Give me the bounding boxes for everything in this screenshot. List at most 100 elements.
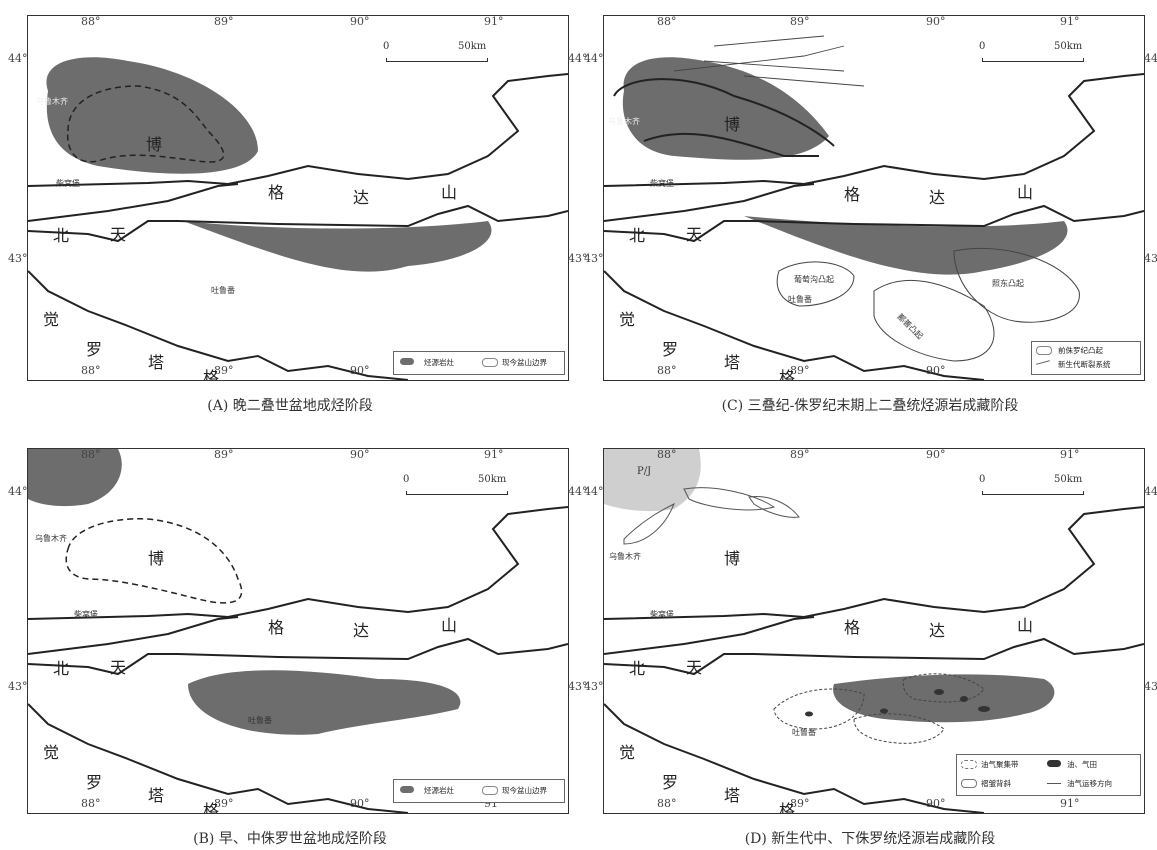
lon-89-a: 89° bbox=[214, 15, 234, 28]
range-shan-a: 山 bbox=[441, 179, 457, 203]
caption-c: (C) 三叠纪-侏罗纪末期上二叠统烃源岩成藏阶段 bbox=[590, 395, 1150, 415]
uplift-putaogou: 葡萄沟凸起 bbox=[794, 274, 834, 285]
lon-88-c-bottom: 88° bbox=[657, 364, 677, 377]
legend-d-label-anticline: 褶皱背斜 bbox=[981, 778, 1011, 789]
range-ge2-a: 格 bbox=[203, 364, 219, 381]
lon-90-b-bottom: 90° bbox=[350, 797, 370, 810]
town-urumqi-d: 乌鲁木齐 bbox=[609, 551, 641, 562]
lat-44-left-b: 44° bbox=[8, 485, 28, 498]
legend-d-swatch-zone bbox=[961, 760, 977, 769]
range-shan-b: 山 bbox=[441, 612, 457, 636]
scale-bar-a bbox=[386, 58, 488, 62]
range-ta-c: 塔 bbox=[724, 349, 740, 373]
source-kitchen-c-north bbox=[623, 57, 829, 160]
town-chaiwopu-a: 柴窝堡 bbox=[56, 178, 80, 189]
scale-0-b: 0 bbox=[403, 474, 409, 485]
lon-89-b: 89° bbox=[214, 448, 234, 461]
legend-a-label-boundary: 现今盆山边界 bbox=[502, 357, 547, 368]
range-ge-a: 格 bbox=[268, 179, 284, 203]
lat-43-left-top: 43° bbox=[8, 252, 28, 265]
map-a-drawing bbox=[28, 16, 568, 380]
scale-50-b: 50km bbox=[478, 474, 506, 485]
range-jue-d: 觉 bbox=[619, 739, 635, 763]
scale-50-c: 50km bbox=[1054, 41, 1082, 52]
lon-90-b: 90° bbox=[350, 448, 370, 461]
range-da-b: 达 bbox=[353, 617, 369, 641]
range-ge2-d: 格 bbox=[779, 797, 795, 814]
lon-88-b-bottom: 88° bbox=[81, 797, 101, 810]
legend-b: 烃源岩灶 现今盆山边界 bbox=[393, 779, 565, 803]
town-turpan-d: 吐鲁番 bbox=[792, 727, 816, 738]
scale-bar-c bbox=[982, 58, 1084, 62]
range-bo-b: 博 bbox=[148, 545, 164, 569]
legend-c-swatch-fault bbox=[1036, 360, 1050, 365]
range-bei-d: 北 bbox=[629, 655, 645, 679]
town-turpan-c: 吐鲁番 bbox=[788, 294, 812, 305]
range-jue-a: 觉 bbox=[43, 306, 59, 330]
lon-91-a: 91° bbox=[484, 15, 504, 28]
range-bo-d: 博 bbox=[724, 545, 740, 569]
caption-d: (D) 新生代中、下侏罗统烃源岩成藏阶段 bbox=[590, 828, 1150, 848]
range-da-d: 达 bbox=[929, 617, 945, 641]
range-bei-a: 北 bbox=[53, 222, 69, 246]
range-shan-c: 山 bbox=[1017, 179, 1033, 203]
map-panel-a: 88° 89° 90° 91° 88° 89° 90° 91° 0 50km 乌… bbox=[27, 15, 569, 381]
source-kitchen-a-south bbox=[183, 221, 491, 272]
range-ge-b: 格 bbox=[268, 614, 284, 638]
legend-d-swatch-migration bbox=[1047, 783, 1061, 784]
legend-d-label-field: 油、气田 bbox=[1067, 759, 1097, 770]
map-b-drawing bbox=[28, 449, 568, 813]
lon-88-b: 88° bbox=[81, 448, 101, 461]
town-chaiwopu-c: 柴窝堡 bbox=[650, 178, 674, 189]
lat-44-right-c: 44° bbox=[1144, 52, 1157, 65]
range-bei-b: 北 bbox=[53, 655, 69, 679]
legend-d-swatch-anticline bbox=[961, 779, 977, 788]
range-ge2-b: 格 bbox=[203, 797, 219, 814]
lat-43-left-c: 43° bbox=[584, 252, 604, 265]
range-ta-b: 塔 bbox=[148, 782, 164, 806]
caption-b: (B) 早、中侏罗世盆地成烃阶段 bbox=[10, 828, 570, 848]
legend-d: 油气聚集带 油、气田 褶皱背斜 油气运移方向 bbox=[956, 754, 1141, 796]
source-kitchen-b-south bbox=[188, 670, 460, 735]
range-tian-c: 天 bbox=[686, 221, 702, 245]
town-urumqi-c: 乌鲁木齐 bbox=[608, 116, 640, 127]
legend-b-swatch-source bbox=[400, 786, 414, 793]
scale-bar-b bbox=[406, 491, 508, 495]
legend-d-label-zone: 油气聚集带 bbox=[981, 759, 1019, 770]
lon-90-c: 90° bbox=[926, 15, 946, 28]
range-jue-c: 觉 bbox=[619, 306, 635, 330]
source-kitchen-d-north bbox=[604, 449, 701, 511]
source-kitchen-d-south bbox=[833, 674, 1054, 722]
scale-0-c: 0 bbox=[979, 41, 985, 52]
legend-b-swatch-boundary bbox=[482, 786, 498, 795]
lon-90-d: 90° bbox=[926, 448, 946, 461]
map-c-drawing bbox=[604, 16, 1144, 380]
caption-a: (A) 晚二叠世盆地成烃阶段 bbox=[10, 395, 570, 415]
scale-50-d: 50km bbox=[1054, 474, 1082, 485]
lat-44-left-c: 44° bbox=[584, 52, 604, 65]
lat-43-right-d: 43° bbox=[1144, 680, 1157, 693]
scale-0-a: 0 bbox=[383, 41, 389, 52]
legend-b-label-boundary: 现今盆山边界 bbox=[502, 785, 547, 796]
range-da-a: 达 bbox=[353, 184, 369, 208]
lon-90-c-bottom: 90° bbox=[926, 364, 946, 377]
scale-50-a: 50km bbox=[458, 41, 486, 52]
range-bei-c: 北 bbox=[629, 222, 645, 246]
range-jue-b: 觉 bbox=[43, 739, 59, 763]
range-shan-d: 山 bbox=[1017, 612, 1033, 636]
map-panel-d: 88° 89° 90° 91° 88° 89° 90° 91° 0 50km P… bbox=[603, 448, 1145, 814]
map-panel-b: 88° 89° 90° 91° 88° 89° 90° 91° 0 50km 乌… bbox=[27, 448, 569, 814]
range-luo-b: 罗 bbox=[86, 769, 102, 793]
town-urumqi-a: 乌鲁木齐 bbox=[36, 96, 68, 107]
lon-90-a-bottom: 90° bbox=[350, 364, 370, 377]
lat-43-left-d: 43° bbox=[584, 680, 604, 693]
town-turpan-b: 吐鲁番 bbox=[248, 715, 272, 726]
range-bo-a: 博 bbox=[146, 131, 162, 155]
legend-c-label-fault: 新生代断裂系统 bbox=[1058, 359, 1111, 370]
lat-44-right-d: 44° bbox=[1144, 485, 1157, 498]
range-ge-d: 格 bbox=[844, 614, 860, 638]
legend-a: 烃源岩灶 现今盆山边界 bbox=[393, 351, 565, 375]
range-bo-c: 博 bbox=[724, 111, 740, 135]
uplift-zhaodong: 照东凸起 bbox=[992, 278, 1024, 289]
town-chaiwopu-b: 柴窝堡 bbox=[74, 609, 98, 620]
